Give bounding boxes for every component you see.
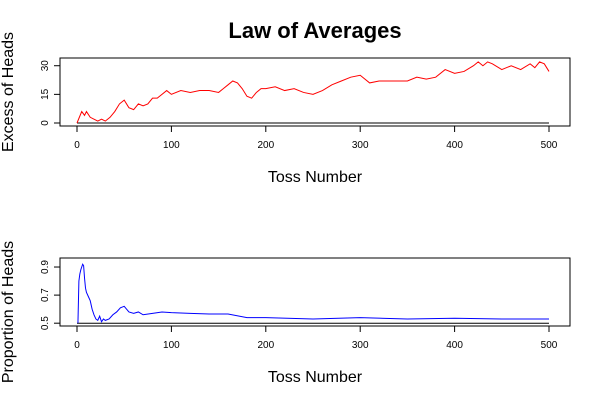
y-tick-label: 0 — [40, 120, 51, 126]
x-tick-label: 300 — [352, 140, 369, 151]
bottom-plot-frame — [59, 257, 571, 327]
y-tick-label: 15 — [40, 88, 51, 100]
x-tick-label: 400 — [446, 340, 463, 351]
chart-title: Law of Averages — [228, 18, 401, 43]
top-y-label: Excess of Heads — [0, 32, 17, 152]
x-tick-label: 100 — [163, 340, 180, 351]
top-panel: 0 100 200 300 400 500 0 15 30 Toss Number Exces… — [0, 32, 571, 186]
bottom-y-label: Proportion of Heads — [0, 241, 17, 383]
x-tick-label: 500 — [541, 340, 558, 351]
y-tick-label: 0.7 — [40, 288, 51, 302]
x-tick-label: 100 — [163, 140, 180, 151]
x-tick-label: 500 — [541, 140, 558, 151]
y-tick-label: 30 — [40, 60, 51, 72]
top-x-label: Toss Number — [268, 169, 363, 186]
bottom-series-line — [77, 263, 549, 324]
x-tick-label: 0 — [74, 340, 80, 351]
x-tick-label: 200 — [257, 340, 274, 351]
x-tick-label: 300 — [352, 340, 369, 351]
bottom-panel: 0 100 200 300 400 500 0.5 0.7 0.9 Toss Number P… — [0, 241, 571, 386]
top-x-ticks: 0 100 200 300 400 500 — [74, 125, 558, 151]
bottom-x-ticks: 0 100 200 300 400 500 — [74, 325, 558, 351]
y-tick-label: 0.5 — [40, 316, 51, 330]
bottom-x-label: Toss Number — [268, 369, 363, 386]
top-y-ticks: 0 15 30 — [40, 60, 61, 126]
y-tick-label: 0.9 — [40, 260, 51, 274]
top-series-line — [76, 61, 550, 124]
top-plot-frame — [59, 57, 571, 127]
x-tick-label: 200 — [257, 140, 274, 151]
bottom-y-ticks: 0.5 0.7 0.9 — [40, 260, 61, 330]
x-tick-label: 400 — [446, 140, 463, 151]
x-tick-label: 0 — [74, 140, 80, 151]
